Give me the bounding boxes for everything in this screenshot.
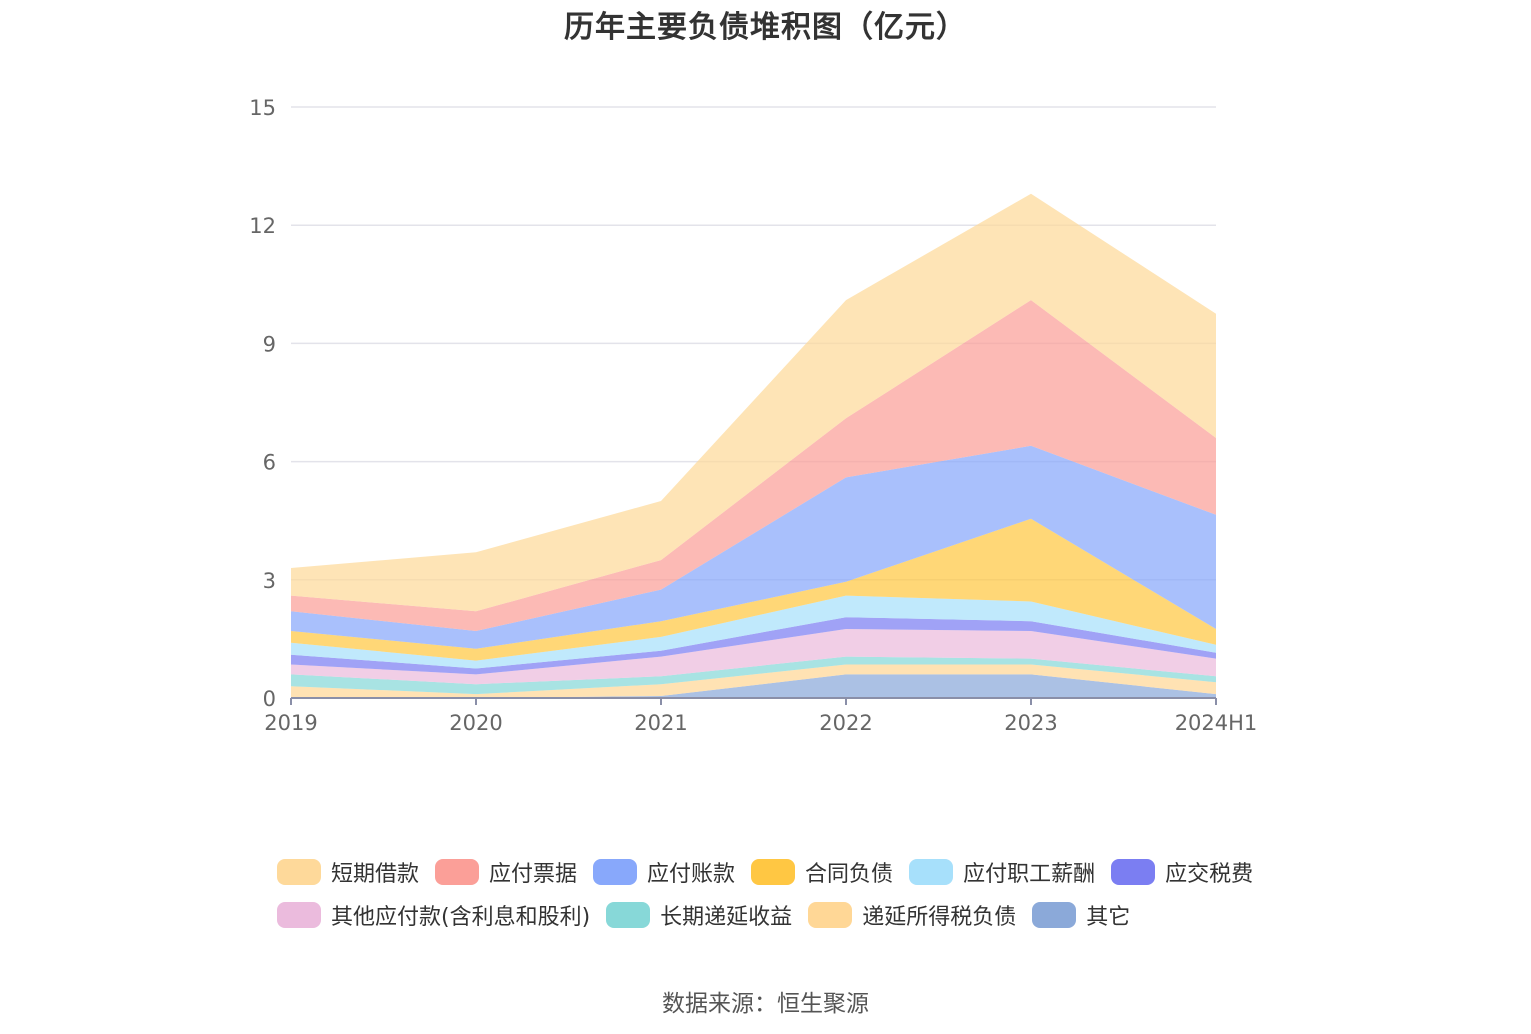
legend: 短期借款 应付票据 应付账款 合同负债 应付职工薪酬 应交税费 其他应付款(含利息和股利)…: [277, 850, 1277, 936]
legend-swatch: [593, 858, 638, 885]
legend-label: 应付账款: [647, 861, 736, 887]
legend-label: 应交税费: [1165, 861, 1254, 887]
legend-item[interactable]: 其它: [1032, 899, 1130, 931]
data-source-note: 数据来源：恒生聚源: [662, 991, 869, 1017]
legend-label: 应付票据: [489, 861, 578, 887]
legend-swatch: [1032, 901, 1077, 928]
area-series-其他应付款(含利息和股利): [291, 629, 1216, 685]
legend-row-1: 短期借款 应付票据 应付账款 合同负债 应付职工薪酬 应交税费: [277, 850, 1277, 893]
x-tick-label: 2020: [449, 711, 502, 735]
x-tick-label: 2023: [1004, 711, 1057, 735]
x-tick-label: 2019: [264, 711, 317, 735]
legend-item[interactable]: 递延所得税负债: [808, 899, 1016, 931]
area-series-应付票据: [291, 300, 1216, 631]
y-tick-label: 3: [263, 569, 276, 593]
area-series-合同负债: [291, 518, 1216, 661]
axes: 0 3 6 9 12 15 2019 2020 2021 2022 2023 2024H1: [249, 96, 1257, 735]
y-tick-label: 0: [263, 687, 276, 711]
legend-label: 应付职工薪酬: [963, 861, 1096, 887]
legend-swatch: [1111, 858, 1156, 885]
legend-item[interactable]: 应付账款: [593, 856, 735, 888]
area-series-应付职工薪酬: [291, 595, 1216, 669]
area-series-应交税费: [291, 617, 1216, 675]
legend-swatch: [751, 858, 796, 885]
legend-item[interactable]: 应付票据: [435, 856, 577, 888]
area-series-其它: [291, 674, 1216, 698]
x-tick-label: 2022: [819, 711, 872, 735]
legend-item[interactable]: 其他应付款(含利息和股利): [277, 899, 590, 931]
legend-swatch: [909, 858, 954, 885]
y-tick-label: 9: [263, 332, 276, 356]
area-series-长期递延收益: [291, 656, 1216, 695]
legend-item[interactable]: 合同负债: [751, 856, 893, 888]
y-tick-label: 15: [249, 96, 276, 120]
legend-label: 合同负债: [805, 861, 894, 887]
legend-swatch: [277, 901, 321, 928]
legend-label: 短期借款: [331, 861, 420, 887]
y-tick-label: 12: [249, 214, 276, 238]
y-tick-label: 6: [263, 451, 276, 475]
stacked-area-chart: 0 3 6 9 12 15 2019 2020 2021 2022 2023 2024H1: [249, 96, 1257, 735]
legend-item[interactable]: 长期递延收益: [606, 899, 792, 931]
legend-item[interactable]: 应付职工薪酬: [909, 856, 1095, 888]
legend-swatch: [277, 858, 321, 885]
area-series: [291, 193, 1216, 698]
legend-label: 其它: [1086, 904, 1131, 930]
legend-swatch: [808, 901, 853, 928]
legend-row-2: 其他应付款(含利息和股利) 长期递延收益 递延所得税负债 其它: [277, 893, 1277, 936]
legend-item[interactable]: 应交税费: [1111, 856, 1253, 888]
legend-label: 其他应付款(含利息和股利): [331, 904, 591, 930]
legend-swatch: [435, 858, 480, 885]
legend-item[interactable]: 短期借款: [277, 856, 419, 888]
area-series-应付账款: [291, 445, 1216, 649]
legend-swatch: [606, 901, 651, 928]
x-tick-label: 2024H1: [1175, 711, 1258, 735]
chart-title: 历年主要负债堆积图（亿元）: [564, 10, 967, 45]
area-series-短期借款: [291, 193, 1216, 612]
legend-label: 长期递延收益: [660, 904, 793, 930]
legend-label: 递延所得税负债: [862, 904, 1017, 930]
x-tick-label: 2021: [634, 711, 687, 735]
area-series-递延所得税负债: [291, 664, 1216, 698]
